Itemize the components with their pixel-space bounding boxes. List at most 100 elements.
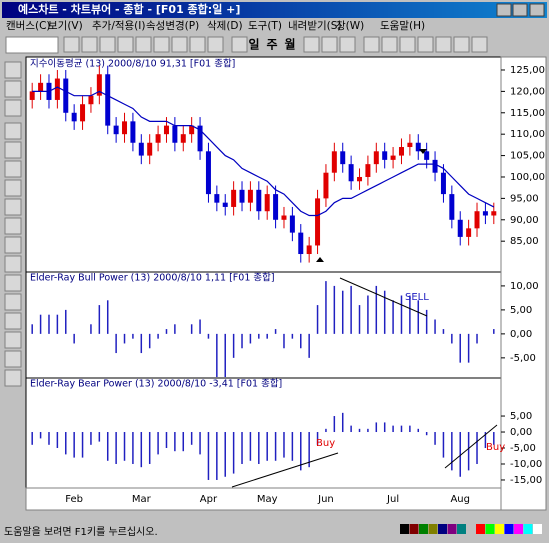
y-tick-label: 115,00 bbox=[510, 108, 545, 119]
x-tick-label: Jun bbox=[317, 494, 334, 505]
candle-body bbox=[163, 125, 169, 135]
candle-body bbox=[205, 151, 211, 195]
candle-body bbox=[155, 134, 161, 143]
window-controls[interactable] bbox=[496, 3, 545, 17]
menu-item[interactable]: 내려받기(S) bbox=[288, 20, 342, 32]
palette-swatch bbox=[523, 524, 533, 534]
tool-button[interactable] bbox=[171, 36, 188, 53]
menu-item[interactable]: 캔버스(C) bbox=[6, 20, 51, 32]
tool-button[interactable] bbox=[381, 36, 398, 53]
candle-body bbox=[239, 189, 245, 203]
tool-button[interactable] bbox=[4, 369, 22, 387]
palette-swatch bbox=[514, 524, 523, 534]
tool-button[interactable] bbox=[135, 36, 152, 53]
period-button[interactable]: 주 bbox=[266, 38, 277, 52]
tool-button[interactable] bbox=[363, 36, 380, 53]
period-button[interactable]: 월 bbox=[284, 37, 295, 52]
tool-button[interactable] bbox=[4, 198, 22, 216]
period-button[interactable]: 일 bbox=[248, 38, 259, 52]
tool-button[interactable] bbox=[417, 36, 434, 53]
tool-button[interactable] bbox=[471, 36, 488, 53]
y-tick-label: 110,00 bbox=[510, 129, 545, 140]
tool-button[interactable] bbox=[4, 255, 22, 273]
tool-button[interactable] bbox=[303, 36, 320, 53]
tool-button[interactable] bbox=[189, 36, 206, 53]
menu-item[interactable]: 추가/적용(I) bbox=[92, 20, 145, 32]
tool-button[interactable] bbox=[4, 99, 22, 117]
tool-button[interactable] bbox=[4, 61, 22, 79]
y-tick-label: -10,00 bbox=[510, 459, 542, 470]
palette-swatch bbox=[447, 524, 457, 534]
x-tick-label: May bbox=[257, 494, 278, 505]
tool-button[interactable] bbox=[4, 331, 22, 349]
menu-item[interactable]: 보기(V) bbox=[48, 20, 83, 32]
tool-button[interactable] bbox=[231, 36, 248, 53]
tool-button[interactable] bbox=[117, 36, 134, 53]
tool-button[interactable] bbox=[4, 293, 22, 311]
candle-body bbox=[80, 104, 86, 122]
y-tick-label: 0,00 bbox=[510, 329, 532, 340]
tool-button[interactable] bbox=[435, 36, 452, 53]
tool-button[interactable] bbox=[207, 36, 224, 53]
y-tick-label: 105,00 bbox=[510, 151, 545, 162]
tool-button[interactable] bbox=[4, 122, 22, 140]
y-tick-label: 5,00 bbox=[510, 305, 532, 316]
candle-body bbox=[424, 151, 430, 160]
tool-button[interactable] bbox=[399, 36, 416, 53]
x-tick-label: Feb bbox=[65, 494, 83, 505]
candle-body bbox=[407, 142, 413, 148]
tool-button[interactable] bbox=[4, 274, 22, 292]
candle-body bbox=[264, 194, 270, 212]
menu-item[interactable]: 속성변경(P) bbox=[146, 19, 199, 32]
trend-line bbox=[339, 277, 428, 317]
candle-body bbox=[189, 125, 195, 135]
maximize[interactable] bbox=[512, 3, 528, 17]
y-tick-label: -5,00 bbox=[510, 353, 536, 364]
tool-button[interactable] bbox=[4, 160, 22, 178]
candle-body bbox=[457, 219, 463, 237]
candle-body bbox=[96, 74, 102, 96]
symbol-input[interactable] bbox=[5, 36, 59, 54]
y-tick-label: -15,00 bbox=[510, 475, 542, 486]
y-axis-area bbox=[500, 56, 547, 511]
candle-body bbox=[482, 211, 488, 216]
menu-item[interactable]: 창(W) bbox=[336, 20, 364, 32]
candle-body bbox=[298, 232, 304, 255]
candle-body bbox=[130, 121, 136, 143]
tool-button[interactable] bbox=[4, 141, 22, 159]
tool-button[interactable] bbox=[453, 36, 470, 53]
tool-button[interactable] bbox=[4, 217, 22, 235]
tool-button[interactable] bbox=[153, 36, 170, 53]
candle-body bbox=[373, 151, 379, 165]
menu-item[interactable]: 삭제(D) bbox=[207, 20, 243, 32]
candle-body bbox=[38, 82, 44, 92]
menu-item[interactable]: 도구(T) bbox=[248, 20, 282, 32]
candle-body bbox=[281, 215, 287, 220]
candle-body bbox=[247, 189, 253, 203]
tool-button[interactable] bbox=[4, 350, 22, 368]
x-tick-label: Mar bbox=[132, 494, 152, 505]
x-tick-label: Aug bbox=[450, 494, 470, 505]
candle-body bbox=[382, 151, 388, 160]
candle-body bbox=[122, 121, 128, 135]
menu-item[interactable]: 도움말(H) bbox=[380, 20, 425, 32]
sell-signal bbox=[419, 149, 427, 154]
close[interactable] bbox=[529, 3, 545, 17]
candle-body bbox=[172, 125, 178, 143]
tool-button[interactable] bbox=[4, 80, 22, 98]
candle-body bbox=[63, 78, 69, 113]
tool-button[interactable] bbox=[81, 36, 98, 53]
tool-button[interactable] bbox=[321, 36, 338, 53]
minimize[interactable] bbox=[496, 3, 512, 17]
tool-button[interactable] bbox=[63, 36, 80, 53]
tool-button[interactable] bbox=[339, 36, 356, 53]
tool-button[interactable] bbox=[4, 236, 22, 254]
tool-button[interactable] bbox=[4, 312, 22, 330]
y-tick-label: -5,00 bbox=[510, 443, 536, 454]
tool-button[interactable] bbox=[4, 179, 22, 197]
palette-swatch bbox=[457, 524, 466, 534]
pane-title: Elder-Ray Bull Power (13) 2000/8/10 1,11… bbox=[30, 273, 275, 284]
y-tick-label: 95,00 bbox=[510, 193, 539, 204]
tool-button[interactable] bbox=[99, 36, 116, 53]
